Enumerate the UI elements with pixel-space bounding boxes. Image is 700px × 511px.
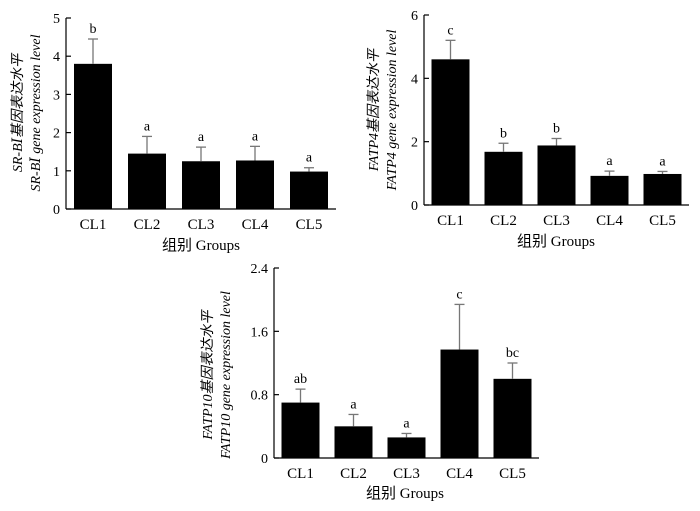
y-axis-title-en: FATP4 gene expression level bbox=[385, 29, 400, 191]
bar-cl1 bbox=[431, 59, 470, 206]
significance-letter: b bbox=[553, 122, 560, 137]
y-tick-label: 2 bbox=[411, 136, 418, 151]
y-axis-title-en: SR-BⅠ gene expression level bbox=[29, 34, 44, 191]
x-tick-label: CL3 bbox=[188, 217, 215, 233]
chart-panel-sr-b1: 组别 Groups SR-BⅠ基因表达水平 SR-BⅠ gene express… bbox=[10, 12, 336, 254]
significance-letter: c bbox=[447, 23, 453, 38]
x-tick-label: CL1 bbox=[80, 217, 107, 233]
bar-cl5 bbox=[643, 173, 682, 205]
y-tick-label: 0 bbox=[53, 203, 60, 218]
y-tick-label: 1.6 bbox=[251, 325, 269, 340]
significance-letter: a bbox=[403, 416, 410, 431]
significance-letter: bc bbox=[506, 346, 519, 361]
y-tick-label: 3 bbox=[53, 88, 60, 103]
y-tick-label: 4 bbox=[411, 72, 418, 87]
x-tick-label: CL5 bbox=[649, 213, 676, 229]
bar-cl3 bbox=[182, 161, 220, 209]
y-tick-label: 4 bbox=[53, 50, 60, 65]
bar-cl1 bbox=[74, 63, 112, 210]
bar-cl2 bbox=[334, 426, 373, 458]
significance-letter: a bbox=[306, 151, 313, 166]
chart-panel-fatp4: 组别 Groups FATP4基因表达水平 FATP4 gene express… bbox=[366, 9, 689, 250]
x-axis-title: 组别 Groups bbox=[366, 485, 444, 502]
bar-cl4 bbox=[440, 349, 479, 458]
x-tick-label: CL4 bbox=[596, 213, 623, 229]
y-tick-label: 0 bbox=[261, 452, 268, 467]
y-axis-title-cn: SR-BⅠ基因表达水平 bbox=[10, 52, 26, 172]
y-axis-title-en: FATP10 gene expression level bbox=[219, 291, 234, 460]
y-axis-title-cn: FATP4基因表达水平 bbox=[366, 47, 382, 172]
y-tick-label: 0.8 bbox=[251, 389, 269, 404]
bar-cl2 bbox=[128, 153, 166, 209]
x-axis-title: 组别 Groups bbox=[517, 233, 595, 250]
significance-letter: c bbox=[456, 287, 462, 302]
significance-letter: a bbox=[606, 154, 613, 169]
significance-letter: a bbox=[350, 397, 357, 412]
y-axis-title-cn: FATP10基因表达水平 bbox=[200, 308, 216, 440]
x-tick-label: CL1 bbox=[437, 213, 464, 229]
x-tick-label: CL5 bbox=[499, 466, 526, 482]
y-tick-label: 0 bbox=[411, 199, 418, 214]
x-tick-label: CL4 bbox=[446, 466, 473, 482]
significance-letter: a bbox=[198, 130, 205, 145]
x-tick-label: CL2 bbox=[134, 217, 161, 233]
bar-cl1 bbox=[281, 402, 320, 458]
y-tick-label: 2 bbox=[53, 127, 60, 142]
x-tick-label: CL2 bbox=[340, 466, 367, 482]
x-tick-label: CL2 bbox=[490, 213, 517, 229]
bar-cl4 bbox=[590, 175, 629, 205]
x-axis-title: 组别 Groups bbox=[162, 237, 240, 254]
bar-cl3 bbox=[387, 437, 426, 458]
significance-letter: a bbox=[659, 154, 666, 169]
x-tick-label: CL3 bbox=[543, 213, 570, 229]
significance-letter: ab bbox=[294, 372, 307, 387]
bar-cl2 bbox=[484, 151, 523, 205]
significance-letter: b bbox=[500, 126, 507, 141]
y-tick-label: 2.4 bbox=[251, 262, 269, 277]
x-tick-label: CL3 bbox=[393, 466, 420, 482]
significance-letter: a bbox=[144, 119, 151, 134]
significance-letter: a bbox=[252, 129, 259, 144]
bar-cl4 bbox=[236, 160, 274, 209]
x-tick-label: CL4 bbox=[242, 217, 269, 233]
bar-cl5 bbox=[290, 171, 328, 209]
significance-letter: b bbox=[90, 22, 97, 37]
bar-cl5 bbox=[493, 378, 532, 458]
chart-panel-fatp10: 组别 Groups FATP10基因表达水平 FATP10 gene expre… bbox=[200, 262, 539, 502]
y-tick-label: 5 bbox=[53, 12, 60, 27]
y-tick-label: 1 bbox=[53, 165, 60, 180]
bar-cl3 bbox=[537, 145, 576, 205]
y-tick-label: 6 bbox=[411, 9, 418, 24]
x-tick-label: CL5 bbox=[296, 217, 323, 233]
x-tick-label: CL1 bbox=[287, 466, 314, 482]
